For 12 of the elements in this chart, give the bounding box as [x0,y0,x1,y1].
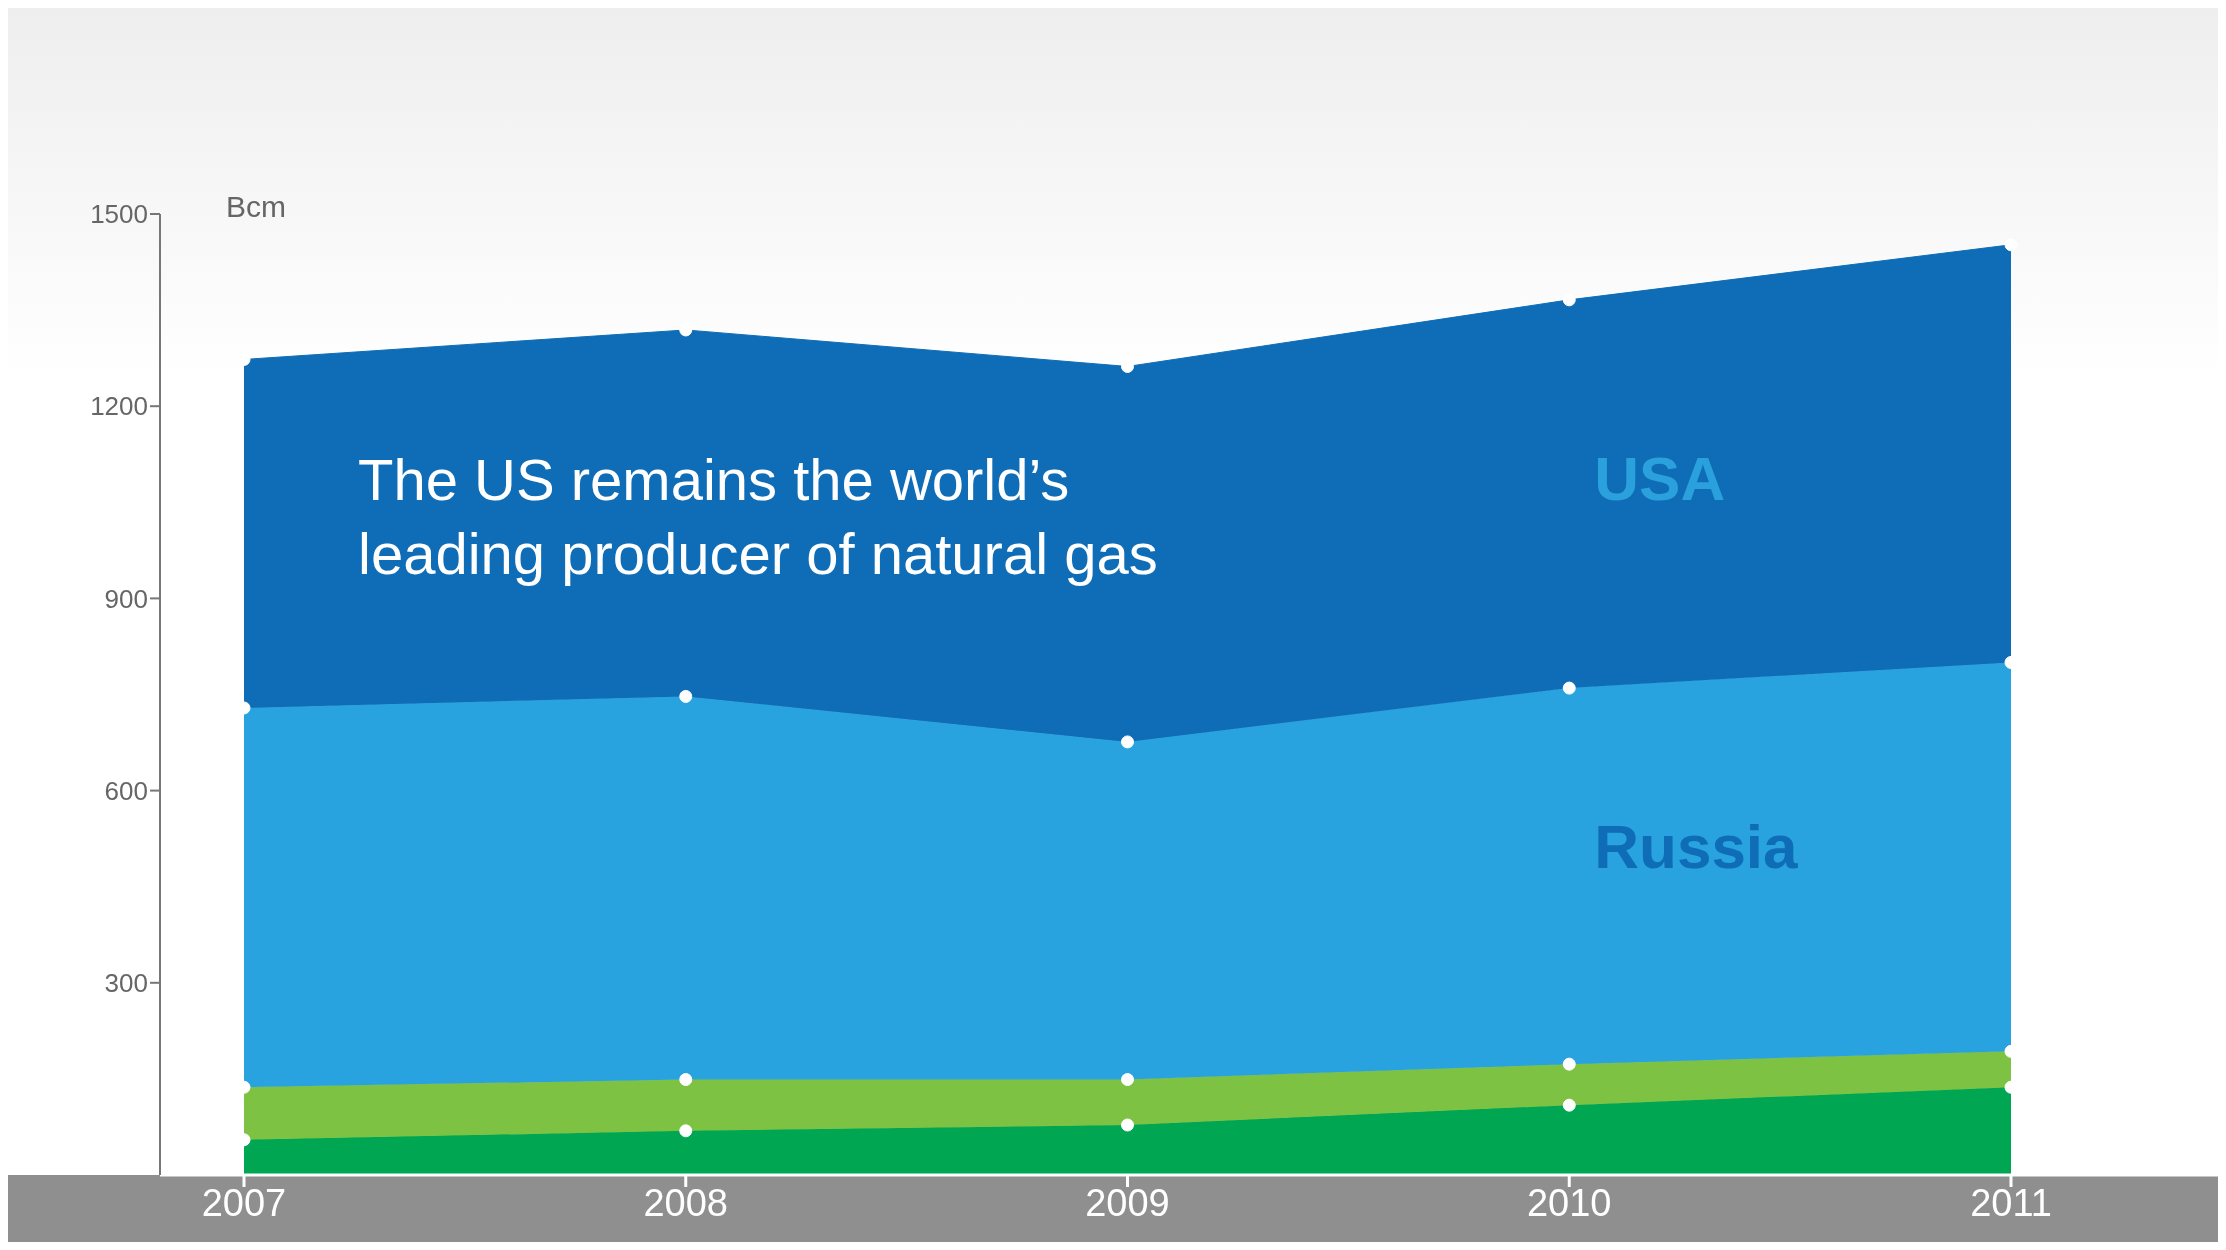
y-tick-label: 300 [104,968,148,999]
y-tick-label: 900 [104,583,148,614]
x-tick-label: 2008 [643,1181,729,1224]
x-tick-label: 2011 [1970,1181,2052,1224]
y-tick-label: 1200 [90,391,148,422]
y-axis-title: Bcm [226,190,286,224]
y-tick-label: 1500 [90,199,148,230]
y-tick-label: 600 [104,775,148,806]
text: The US remains the world’s leading producer of natural gas [358,446,1159,588]
x-tick-label: 2007 [201,1181,287,1224]
x-tick-label: 2010 [1526,1181,1612,1224]
x-tick-label: 2009 [1085,1181,1170,1224]
